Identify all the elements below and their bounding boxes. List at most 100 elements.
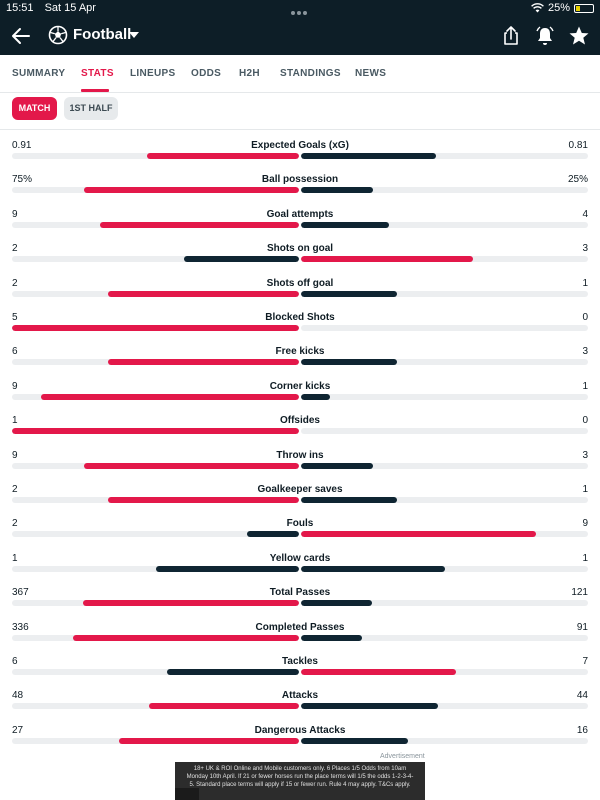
stat-row: 48 Attacks 44 (0, 690, 600, 722)
home-bar-fill (118, 737, 299, 744)
stat-home-value: 5 (12, 312, 18, 323)
ad-logo (175, 788, 199, 800)
stat-row: 2 Shots off goal 1 (0, 278, 600, 310)
home-bar-fill (12, 325, 299, 331)
app-header: Football (0, 17, 600, 55)
match-tabs: SUMMARY STATS LINEUPS ODDS H2H STANDINGS… (0, 55, 600, 93)
stat-label: Shots off goal (266, 277, 334, 289)
stat-away-value: 1 (582, 277, 588, 289)
stat-away-value: 1 (582, 380, 588, 392)
tab-h2h[interactable]: H2H (239, 68, 260, 79)
stat-away-value: 0 (582, 415, 588, 427)
stat-away-value: 25% (567, 174, 588, 186)
stat-row: 0.91 Expected Goals (xG) 0.81 (0, 140, 600, 172)
home-bar-fill (155, 565, 299, 572)
away-bar-track (301, 497, 588, 503)
stat-away-value: 1 (582, 484, 588, 495)
home-bar-track (12, 669, 299, 675)
sport-title[interactable]: Football (73, 26, 132, 43)
stat-label: Throw ins (276, 449, 324, 461)
stat-away-value: 0 (582, 312, 588, 323)
away-bar-track (301, 428, 588, 435)
home-bar-track (12, 359, 299, 366)
away-bar-track (301, 153, 588, 159)
stat-label: Shots on goal (266, 243, 334, 255)
away-bar-track (301, 256, 588, 263)
tab-news[interactable]: NEWS (355, 68, 387, 79)
stat-label: Ball possession (261, 174, 339, 186)
chevron-down-icon[interactable] (128, 30, 140, 40)
stat-label: Tackles (282, 656, 318, 667)
stat-row: 2 Shots on goal 3 (0, 243, 600, 275)
stat-label: Completed Passes (255, 621, 345, 633)
tab-standings[interactable]: STANDINGS (280, 68, 341, 79)
away-bar-track (301, 187, 588, 194)
stat-label: Free kicks (275, 346, 325, 358)
away-bar-track (301, 634, 588, 641)
away-bar-fill (301, 290, 397, 297)
away-bar-fill (301, 359, 397, 366)
stat-label: Total Passes (269, 587, 331, 599)
away-bar-fill (301, 221, 390, 228)
away-bar-track (301, 325, 588, 331)
stat-away-value: 7 (582, 656, 588, 667)
away-bar-track (301, 703, 588, 710)
subtab-match[interactable]: MATCH (12, 97, 57, 120)
stat-home-value: 2 (12, 277, 18, 289)
home-bar-fill (107, 359, 299, 366)
stat-row: 9 Corner kicks 1 (0, 381, 600, 413)
star-icon[interactable] (568, 25, 590, 47)
away-bar-fill (301, 634, 363, 641)
stat-home-value: 2 (12, 243, 18, 255)
tab-summary[interactable]: SUMMARY (12, 68, 66, 79)
stat-home-value: 2 (12, 484, 18, 495)
stat-away-value: 91 (576, 621, 588, 633)
home-bar-fill (83, 600, 299, 607)
stat-row: 5 Blocked Shots 0 (0, 312, 600, 344)
stat-label: Dangerous Attacks (254, 724, 346, 736)
stat-home-value: 2 (12, 518, 18, 530)
home-bar-track (12, 565, 299, 572)
stat-row: 9 Throw ins 3 (0, 450, 600, 482)
stat-home-value: 75% (12, 174, 33, 186)
stat-label: Goalkeeper saves (257, 484, 343, 495)
home-bar-track (12, 497, 299, 503)
tab-stats[interactable]: STATS (81, 68, 114, 79)
back-arrow-icon[interactable] (10, 25, 32, 47)
stat-home-value: 1 (12, 415, 18, 427)
stat-home-value: 336 (12, 621, 29, 633)
stat-row: 6 Tackles 7 (0, 656, 600, 688)
home-bar-track (12, 187, 299, 194)
stat-away-value: 1 (582, 552, 588, 564)
ad-label: Advertisement (380, 753, 425, 760)
stat-row: 6 Free kicks 3 (0, 346, 600, 378)
away-bar-fill (301, 393, 330, 400)
stat-row: 2 Fouls 9 (0, 518, 600, 550)
tab-odds[interactable]: ODDS (191, 68, 222, 79)
home-bar-fill (147, 153, 299, 159)
stat-home-value: 9 (12, 449, 18, 461)
home-bar-fill (73, 634, 299, 641)
bell-icon[interactable] (534, 25, 556, 47)
stat-label: Corner kicks (269, 380, 331, 392)
home-bar-track (12, 256, 299, 263)
multitask-dots-icon[interactable] (291, 6, 311, 15)
share-icon[interactable] (500, 25, 522, 47)
stat-home-value: 6 (12, 346, 18, 358)
away-bar-track (301, 737, 588, 744)
subtab-1st-half[interactable]: 1ST HALF (64, 97, 118, 120)
home-bar-fill (40, 393, 299, 400)
stat-row: 1 Offsides 0 (0, 415, 600, 447)
away-bar-fill (301, 497, 397, 503)
away-bar-fill (301, 565, 445, 572)
wifi-icon (531, 3, 544, 13)
home-bar-fill (149, 703, 299, 710)
tab-lineups[interactable]: LINEUPS (130, 68, 176, 79)
stat-away-value: 0.81 (568, 140, 588, 151)
stat-row: 1 Yellow cards 1 (0, 553, 600, 585)
away-bar-track (301, 290, 588, 297)
ad-banner[interactable]: 18+ UK & ROI Online and Mobile customers… (175, 762, 425, 800)
home-bar-track (12, 462, 299, 469)
away-bar-fill (301, 600, 373, 607)
stat-away-value: 9 (582, 518, 588, 530)
